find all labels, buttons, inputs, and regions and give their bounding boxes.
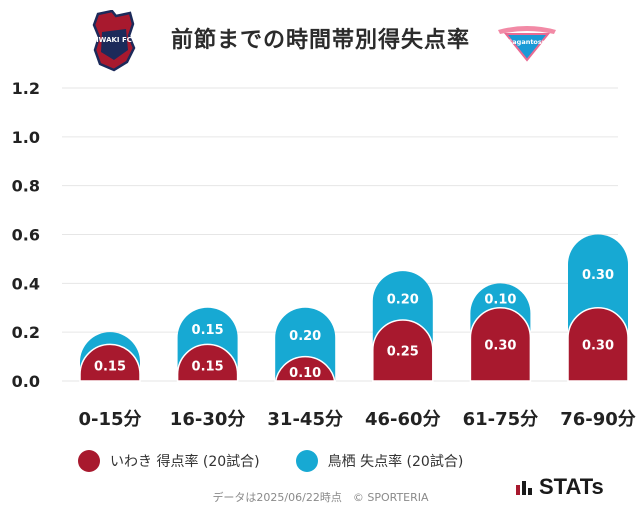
x-tick-label: 16-30分	[170, 409, 246, 430]
bar-home	[274, 355, 336, 387]
iwaki-fc-logo: IWAKI FC	[92, 9, 136, 72]
chart-title: 前節までの時間帯別得失点率	[170, 28, 470, 53]
data-label-home: 0.30	[484, 338, 516, 353]
data-label-away: 0.20	[387, 293, 419, 308]
legend-label-home: いわき 得点率 (20試合)	[110, 454, 260, 470]
bar-home	[372, 319, 434, 382]
bar-home	[79, 343, 141, 382]
y-axis-ticks: 0.0 0.2 0.4 0.6 0.8 1.0 1.2	[12, 79, 40, 391]
grid-lines	[62, 87, 618, 382]
y-tick-label: 0.8	[12, 177, 40, 196]
y-tick-label: 0.2	[12, 323, 40, 342]
legend-item-away: 鳥栖 失点率 (20試合)	[295, 450, 464, 472]
data-label-home: 0.10	[289, 366, 321, 381]
bars: 0.15 0.15 0.15 0.10 0.20 0.25 0.20 0.30 0.10 0.30…	[79, 234, 629, 387]
data-label-home: 0.15	[94, 359, 126, 374]
bar-home	[469, 307, 532, 382]
y-tick-label: 1.2	[12, 79, 40, 98]
legend-item-home: いわき 得点率 (20試合)	[78, 450, 260, 472]
sagan-tosu-logo: Sagantosu	[496, 22, 558, 62]
bar-home	[567, 307, 629, 382]
chart-area: 0.00.20.40.60.81.01.2 0.15 0.150.150.100.…	[12, 79, 636, 430]
legend-marker-away	[295, 450, 318, 472]
x-axis-ticks: 0-15分 16-30分 31-45分 46-60分 61-75分 76-90分	[78, 409, 635, 430]
data-label-away: 0.15	[192, 323, 224, 338]
x-tick-label: 0-15分	[78, 409, 141, 430]
data-label-away: 0.20	[289, 329, 321, 344]
data-label-away: 0.30	[582, 268, 614, 283]
y-tick-label: 0.0	[12, 372, 40, 391]
legend-label-away: 鳥栖 失点率 (20試合)	[327, 454, 464, 470]
legend-marker-home	[78, 450, 100, 472]
stats-brand-logo: STATs	[516, 474, 604, 500]
data-label-home: 0.25	[387, 344, 419, 359]
x-tick-label: 76-90分	[560, 409, 636, 430]
home-logo-lettering: IWAKI FC	[96, 36, 132, 44]
data-label-away: 0.10	[484, 293, 516, 308]
stats-bars-icon	[516, 481, 532, 495]
x-tick-label: 46-60分	[365, 409, 441, 430]
y-tick-label: 0.6	[12, 226, 40, 245]
x-tick-label: 61-75分	[463, 409, 539, 430]
y-tick-label: 0.4	[12, 274, 40, 293]
data-label-home: 0.30	[582, 338, 614, 353]
bar-home	[176, 343, 239, 382]
away-logo-lettering: Sagantosu	[508, 38, 547, 46]
x-tick-label: 31-45分	[267, 409, 343, 430]
stats-brand-text: STATs	[539, 474, 604, 499]
y-tick-label: 1.0	[12, 128, 40, 147]
legend: いわき 得点率 (20試合) 鳥栖 失点率 (20試合)	[78, 448, 499, 474]
data-label-home: 0.15	[192, 359, 224, 374]
data-source-note: データは2025/06/22時点 © SPORTERIA	[212, 491, 429, 504]
